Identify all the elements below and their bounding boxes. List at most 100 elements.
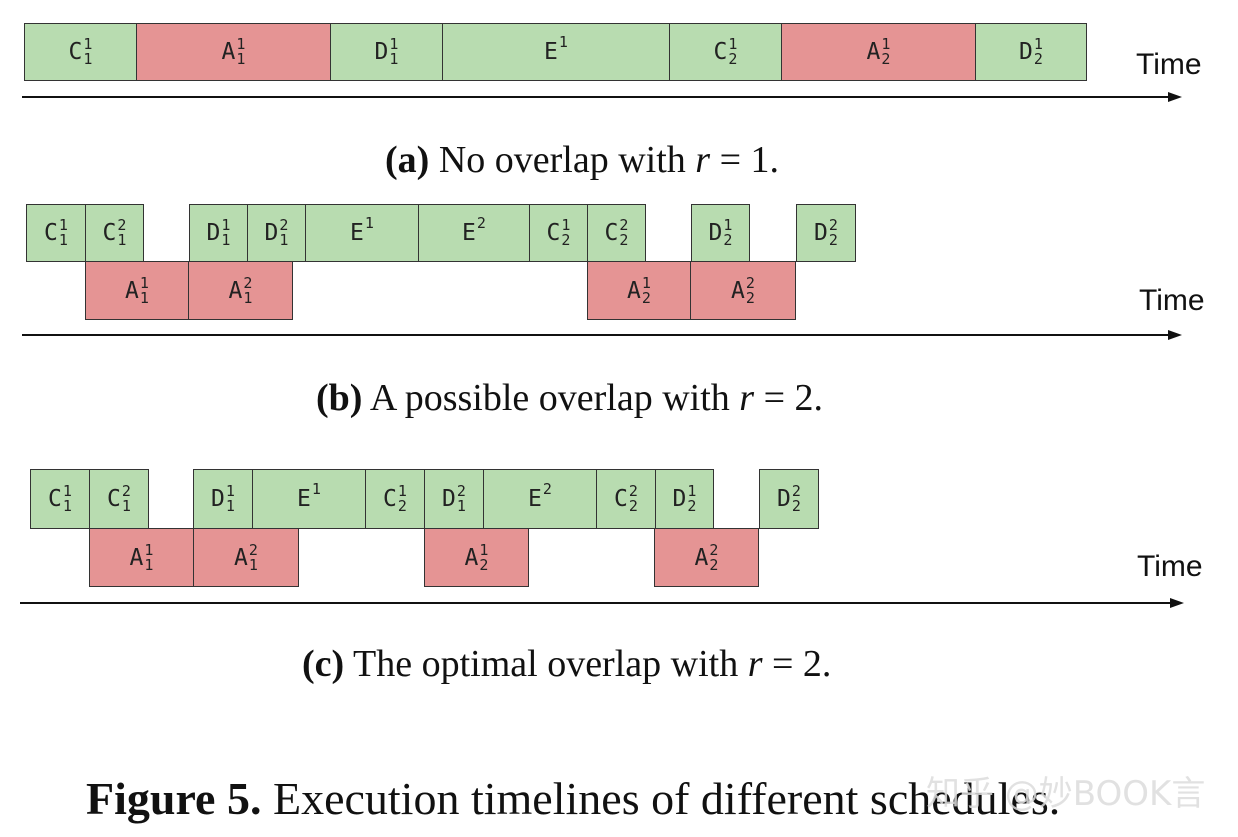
block-label-base: A (464, 544, 479, 571)
caption-a-text: No overlap with (438, 139, 686, 181)
block-label-sub: 1 (121, 497, 131, 515)
block-label-sup: 1 (389, 35, 399, 53)
caption-c-eq: = 2. (772, 643, 832, 685)
block-label-sup: 1 (558, 33, 568, 51)
caption-a-var: r (695, 139, 711, 181)
block-label-sub: 2 (828, 231, 838, 249)
block-label-base: C (107, 486, 121, 512)
time-axis-arrow-a (1168, 92, 1182, 102)
caption-a: (a) No overlap with r = 1. (385, 138, 779, 182)
block-label-base: E (528, 486, 542, 512)
block-label-base: E (350, 220, 364, 246)
block-label-base: C (604, 220, 619, 246)
block-label-base: C (68, 39, 83, 65)
block-label-base: A (627, 277, 641, 304)
block-label-base: D (374, 39, 389, 65)
time-axis-arrow-b (1168, 330, 1182, 340)
block-label-sub: 1 (243, 288, 253, 307)
block-label-base: D (211, 486, 225, 512)
block-label-base: A (694, 544, 709, 571)
block-label-base: D (672, 486, 687, 512)
block-label-sup: 2 (117, 216, 127, 234)
block-label-sub: 2 (745, 288, 755, 307)
time-label-b: Time (1139, 284, 1205, 317)
block-label-sup: 2 (456, 482, 466, 500)
time-label-a: Time (1136, 48, 1202, 81)
block-label-base: A (125, 277, 139, 304)
block-label-sup: 2 (619, 216, 629, 234)
block-label-sub: 1 (389, 50, 399, 68)
block-label-sub: 2 (881, 50, 891, 68)
caption-b-eq: = 2. (763, 377, 823, 419)
caption-c-tag: (c) (302, 643, 345, 685)
block-label-sub: 2 (479, 555, 489, 574)
time-axis-a (22, 96, 1172, 98)
caption-a-tag: (a) (385, 139, 430, 181)
block-label-base: E (544, 39, 558, 65)
block-label-base: D (708, 220, 723, 246)
block-label-sub: 2 (397, 497, 407, 515)
caption-c: (c) The optimal overlap with r = 2. (302, 642, 831, 686)
watermark: 知乎 @妙BOOK言 (926, 774, 1206, 814)
block-label-base: D (1019, 39, 1033, 65)
block-label-sup: 2 (828, 216, 838, 234)
block-label-sup: 1 (364, 214, 374, 232)
block-label-sup: 2 (248, 540, 258, 559)
block-label-sub: 1 (117, 231, 127, 249)
block-label-sub: 2 (1033, 50, 1043, 68)
block-label-sub: 1 (248, 555, 258, 574)
block-label-base: A (866, 39, 881, 65)
block-label-sub: 1 (236, 50, 246, 68)
caption-b: (b) A possible overlap with r = 2. (316, 376, 823, 420)
